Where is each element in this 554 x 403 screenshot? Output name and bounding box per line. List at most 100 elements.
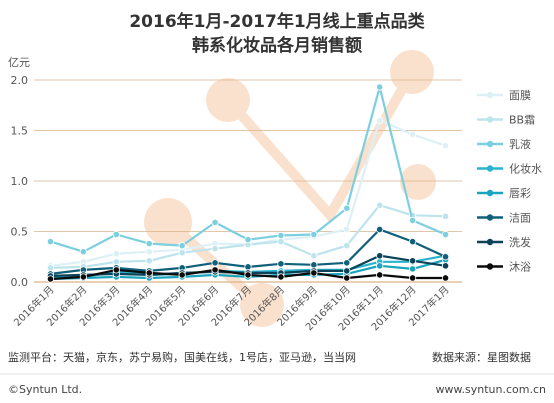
y-tick-label: 0.0 xyxy=(11,276,29,289)
legend-item: 沐浴 xyxy=(477,261,531,274)
footer-copyright: ©Syntun Ltd. xyxy=(8,383,82,396)
data-point xyxy=(441,230,450,239)
data-point xyxy=(277,273,285,281)
data-point xyxy=(79,248,87,256)
data-point xyxy=(211,218,219,227)
chart-title-line1: 2016年1月-2017年1月线上重点品类 xyxy=(129,11,425,32)
data-point xyxy=(244,271,252,279)
data-point xyxy=(343,274,351,282)
legend-label: 面膜 xyxy=(509,89,531,102)
watermark-stroke xyxy=(224,69,417,224)
data-point xyxy=(409,274,417,282)
data-point xyxy=(46,238,55,246)
legend-item: 面膜 xyxy=(477,89,531,102)
data-point xyxy=(310,269,318,277)
data-point xyxy=(376,83,384,91)
data-point xyxy=(409,216,417,224)
data-point xyxy=(112,230,120,239)
legend-label: 化妆水 xyxy=(509,162,542,176)
data-point xyxy=(376,252,384,260)
data-point xyxy=(343,267,351,275)
data-point xyxy=(376,271,384,279)
series-line xyxy=(50,85,446,253)
data-point xyxy=(409,130,417,139)
data-point xyxy=(409,238,417,246)
legend-swatch-marker xyxy=(486,165,494,172)
y-axis-unit: 亿元 xyxy=(8,56,30,69)
data-point xyxy=(343,225,351,234)
legend-item: 洗发 xyxy=(477,235,531,249)
data-point xyxy=(244,263,252,271)
data-point xyxy=(112,250,120,258)
data-point xyxy=(112,266,120,274)
data-point xyxy=(343,204,351,212)
legend-label: 沐浴 xyxy=(509,261,531,274)
y-tick-label: 1.5 xyxy=(11,125,29,138)
data-point xyxy=(310,261,318,269)
legend-swatch-marker xyxy=(486,238,494,246)
data-point xyxy=(112,258,120,266)
legend-item: 洁面 xyxy=(477,212,531,225)
data-point xyxy=(409,265,417,273)
footer-source: 数据来源：星图数据 xyxy=(432,350,531,364)
data-point xyxy=(211,266,219,274)
legend-swatch-marker xyxy=(486,263,494,270)
data-point xyxy=(145,269,153,277)
chart-title-line2: 韩系化妆品各月销售额 xyxy=(192,35,362,56)
data-point xyxy=(211,259,219,267)
grid-lines xyxy=(34,79,462,283)
watermark-logo xyxy=(144,50,436,327)
legend-swatch-marker xyxy=(486,189,494,197)
series-group xyxy=(46,266,450,283)
data-point xyxy=(277,238,285,246)
legend-label: 洗发 xyxy=(509,235,531,249)
data-point xyxy=(46,275,55,283)
data-point xyxy=(409,257,417,265)
data-point xyxy=(277,231,285,240)
data-point xyxy=(376,225,384,234)
data-point xyxy=(244,235,252,244)
data-point xyxy=(376,201,384,209)
legend-item: 唇彩 xyxy=(477,187,531,200)
data-point xyxy=(441,142,450,150)
data-point xyxy=(178,242,186,250)
legend-swatch-marker xyxy=(486,214,494,221)
data-point xyxy=(376,116,384,125)
data-point xyxy=(376,262,384,270)
data-point xyxy=(441,253,450,261)
legend-item: 化妆水 xyxy=(477,162,542,176)
legend-item: BB霜 xyxy=(477,114,535,127)
legend-label: 唇彩 xyxy=(509,187,531,200)
data-point xyxy=(441,274,450,282)
data-point xyxy=(441,212,450,220)
y-tick-label: 1.0 xyxy=(11,175,29,188)
legend-label: 乳液 xyxy=(509,137,531,151)
data-point xyxy=(178,271,186,279)
watermark-circle xyxy=(400,164,436,200)
data-point xyxy=(145,240,153,248)
legend-item: 乳液 xyxy=(477,137,531,151)
data-point xyxy=(79,273,87,281)
data-point xyxy=(343,259,351,267)
y-axis-ticks: 0.0 0.5 1.0 1.5 2.0 xyxy=(11,74,29,289)
data-point xyxy=(441,262,450,270)
footer-website: www.syntun.com.cn xyxy=(436,383,546,396)
data-point xyxy=(145,257,153,265)
x-axis-ticks: 2016年1月2016年2月2016年3月2016年4月2016年5月2016年… xyxy=(11,283,452,333)
legend-swatch-marker xyxy=(486,91,494,99)
y-tick-label: 2.0 xyxy=(11,74,29,87)
data-point xyxy=(277,260,285,268)
series-group xyxy=(46,83,450,256)
data-point xyxy=(343,242,351,250)
data-point xyxy=(211,245,219,253)
legend-swatch-marker xyxy=(486,140,494,148)
data-point xyxy=(310,252,318,260)
legend-label: BB霜 xyxy=(509,114,535,127)
footer-platforms: 监测平台：天猫，京东，苏宁易购，国美在线，1号店，亚马逊，当当网 xyxy=(8,350,356,364)
data-point xyxy=(46,264,55,272)
legend-label: 洁面 xyxy=(509,212,531,225)
data-point xyxy=(310,230,318,239)
y-tick-label: 0.5 xyxy=(11,226,29,239)
